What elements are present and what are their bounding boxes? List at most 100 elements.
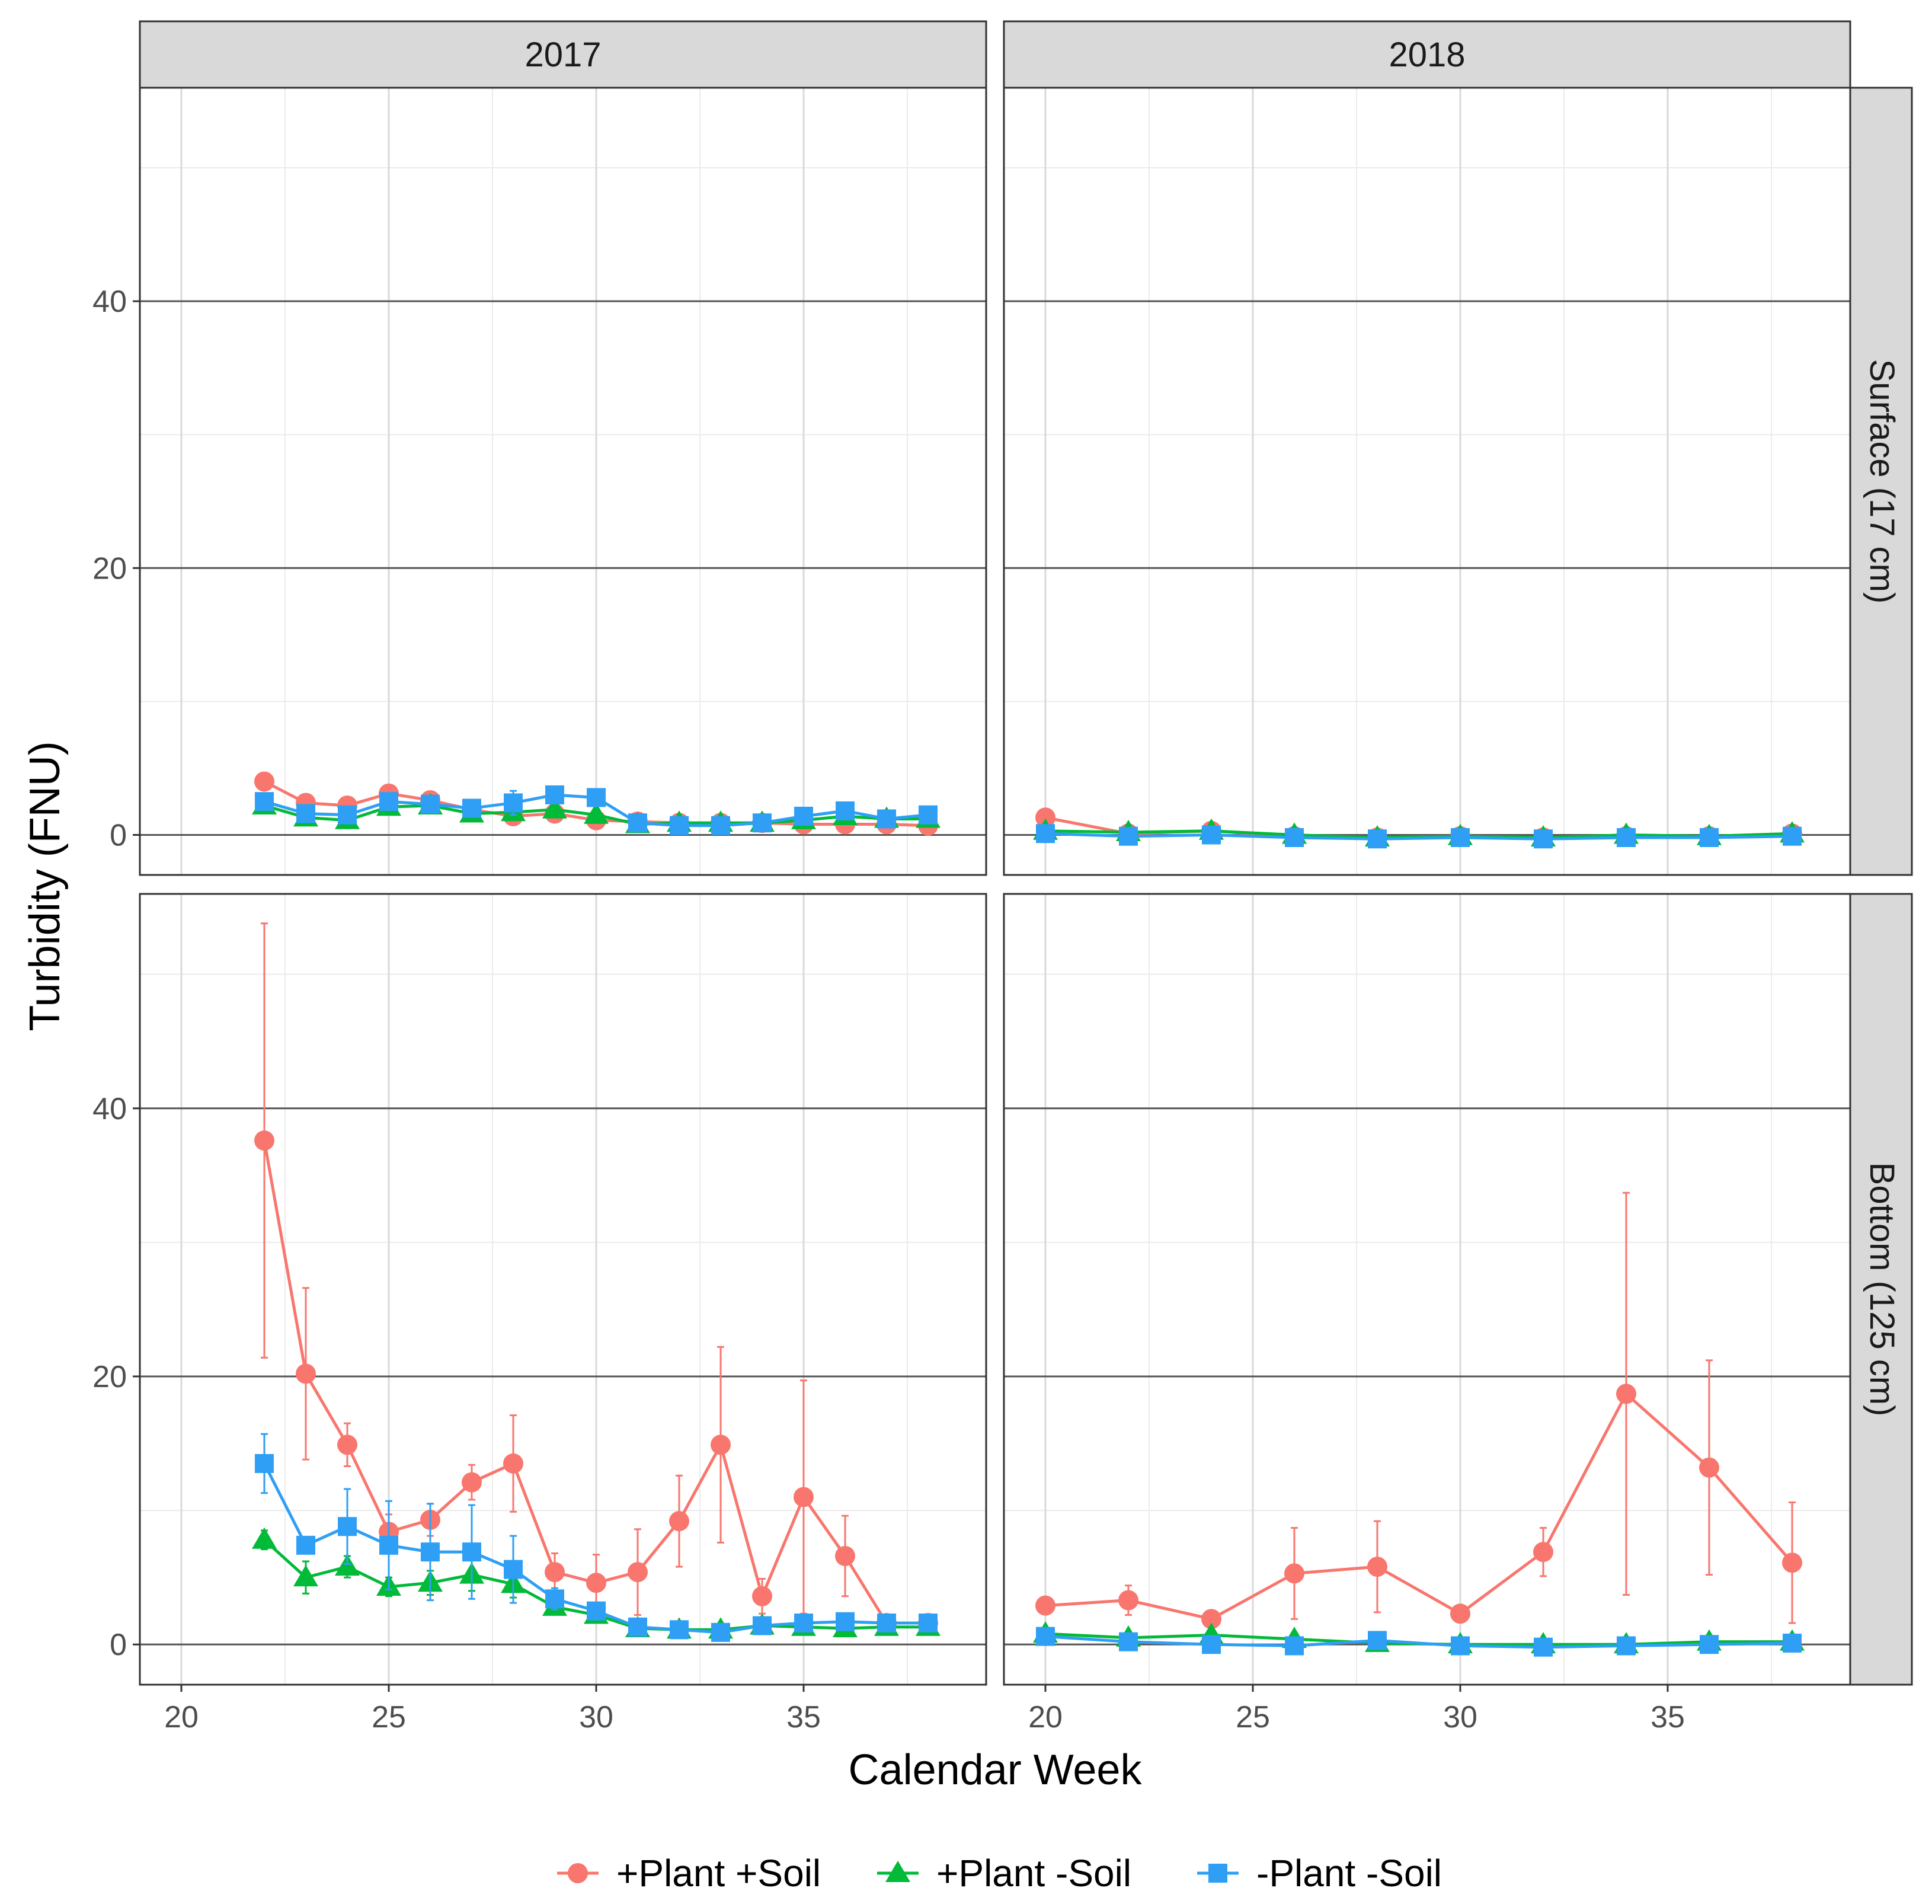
data-point-pplantmsoil [335, 1554, 360, 1576]
x-tick-label: 30 [1443, 1700, 1477, 1734]
panel-border-2017-bottom [139, 893, 987, 1686]
data-point-mplantmsoil [462, 1542, 481, 1562]
strip-label-2018: 2018 [1389, 36, 1465, 74]
legend-marker-mplantmsoil [1208, 1864, 1227, 1883]
x-tick-label: 20 [164, 1700, 199, 1734]
data-point-pplantmsoil [252, 1527, 277, 1549]
series-mplantmsoil-2018-surface [1036, 824, 1802, 849]
data-point-pplantpsoil [337, 1435, 357, 1455]
data-point-pplantmsoil [293, 1565, 318, 1587]
data-point-mplantmsoil [919, 1613, 938, 1633]
data-point-pplantpsoil [1782, 1552, 1802, 1573]
data-point-mplantmsoil [670, 816, 689, 835]
data-point-pplantpsoil [669, 1511, 689, 1532]
series-line-mplantmsoil [1045, 1635, 1793, 1649]
data-point-pplantmsoil [584, 802, 609, 824]
data-point-mplantmsoil [379, 792, 398, 812]
legend-marker-pplantmsoil [885, 1861, 910, 1882]
legend-item-mplantmsoil: -Plant -Soil [1197, 1852, 1442, 1895]
y-tick-label: 40 [92, 285, 127, 319]
y-tick-label: 40 [92, 1092, 127, 1126]
data-point-mplantmsoil [1783, 826, 1802, 846]
data-point-mplantmsoil [1036, 1627, 1055, 1646]
data-point-mplantmsoil [296, 804, 315, 823]
data-point-pplantpsoil [586, 1573, 606, 1593]
series-pplantpsoil-2018-bottom [1035, 1191, 1802, 1630]
data-point-pplantpsoil [1035, 807, 1055, 828]
x-tick-label: 35 [1650, 1700, 1685, 1734]
legend-label-pplantpsoil: +Plant +Soil [616, 1852, 821, 1895]
legend-item-pplantmsoil: +Plant -Soil [877, 1852, 1131, 1895]
x-tick-label: 30 [579, 1700, 613, 1734]
data-point-mplantmsoil [711, 816, 730, 835]
data-layer [252, 771, 1805, 1657]
data-point-mplantmsoil [1534, 1637, 1553, 1657]
data-point-mplantmsoil [794, 1613, 813, 1633]
data-point-mplantmsoil [1617, 1636, 1636, 1656]
x-tick-label: 25 [372, 1700, 406, 1734]
data-point-pplantpsoil [1699, 1457, 1719, 1478]
data-point-pplantpsoil [628, 1562, 648, 1583]
data-point-mplantmsoil [504, 793, 523, 813]
data-point-pplantpsoil [1450, 1603, 1470, 1624]
strip-label-bottom: Bottom (125 cm) [1863, 1162, 1901, 1417]
data-point-mplantmsoil [504, 1560, 523, 1579]
data-point-mplantmsoil [836, 1612, 855, 1631]
data-point-mplantmsoil [1700, 1635, 1719, 1654]
legend-marker-pplantpsoil [568, 1863, 588, 1883]
strip-bottom-box [1849, 893, 1913, 1686]
data-point-mplantmsoil [794, 806, 813, 826]
data-point-mplantmsoil [877, 809, 896, 829]
data-point-pplantpsoil [545, 1562, 565, 1583]
legend-label-mplantmsoil: -Plant -Soil [1256, 1852, 1442, 1895]
data-point-pplantpsoil [1616, 1384, 1636, 1404]
data-point-mplantmsoil [421, 794, 440, 814]
strip-label-surface: Surface (17 cm) [1863, 359, 1901, 604]
data-point-pplantpsoil [1367, 1557, 1387, 1577]
panel-border-2018-surface [1003, 87, 1851, 876]
y-tick-label: 0 [110, 818, 127, 852]
y-tick-label: 20 [92, 551, 127, 586]
data-point-pplantpsoil [1118, 1590, 1138, 1611]
data-point-mplantmsoil [1368, 1631, 1387, 1650]
data-point-mplantmsoil [1036, 824, 1055, 844]
series-line-mplantmsoil [1045, 832, 1793, 841]
data-point-pplantpsoil [711, 1435, 731, 1455]
data-point-mplantmsoil [545, 1589, 564, 1609]
strip-2018-box [1003, 20, 1851, 89]
data-point-mplantmsoil [255, 792, 274, 812]
series-mplantmsoil-2017-bottom [255, 1433, 938, 1642]
data-point-mplantmsoil [753, 1616, 772, 1635]
series-line-pplantpsoil [1045, 1392, 1793, 1621]
data-point-mplantmsoil [1534, 829, 1553, 849]
legend: +Plant +Soil +Plant -Soil -Plant -Soil [557, 1852, 1442, 1895]
data-point-mplantmsoil [877, 1613, 896, 1633]
data-point-mplantmsoil [587, 788, 606, 807]
data-point-mplantmsoil [1202, 1635, 1221, 1654]
x-tick-label: 20 [1028, 1700, 1063, 1734]
data-point-mplantmsoil [628, 813, 647, 833]
data-point-mplantmsoil [711, 1622, 730, 1642]
data-point-mplantmsoil [462, 798, 481, 818]
data-point-mplantmsoil [1285, 1636, 1304, 1656]
data-point-mplantmsoil [296, 1535, 315, 1555]
data-point-mplantmsoil [670, 1620, 689, 1640]
panel-border-2017-surface [139, 87, 987, 876]
series-mplantmsoil-2018-bottom [1036, 1627, 1802, 1657]
y-tick-label: 0 [110, 1628, 127, 1662]
data-point-pplantmsoil [542, 797, 567, 819]
data-point-mplantmsoil [919, 805, 938, 825]
data-point-mplantmsoil [587, 1601, 606, 1621]
data-point-pplantpsoil [794, 1487, 814, 1507]
data-point-pplantpsoil [1284, 1563, 1304, 1584]
data-point-mplantmsoil [338, 805, 357, 825]
strip-surface-box [1849, 87, 1913, 876]
panel-border-2018-bottom [1003, 893, 1851, 1686]
x-tick-label: 35 [786, 1700, 821, 1734]
data-point-mplantmsoil [836, 801, 855, 820]
series-mplantmsoil-2017-surface [255, 785, 938, 835]
data-point-pplantpsoil [1533, 1542, 1553, 1563]
legend-label-pplantmsoil: +Plant -Soil [936, 1852, 1131, 1895]
